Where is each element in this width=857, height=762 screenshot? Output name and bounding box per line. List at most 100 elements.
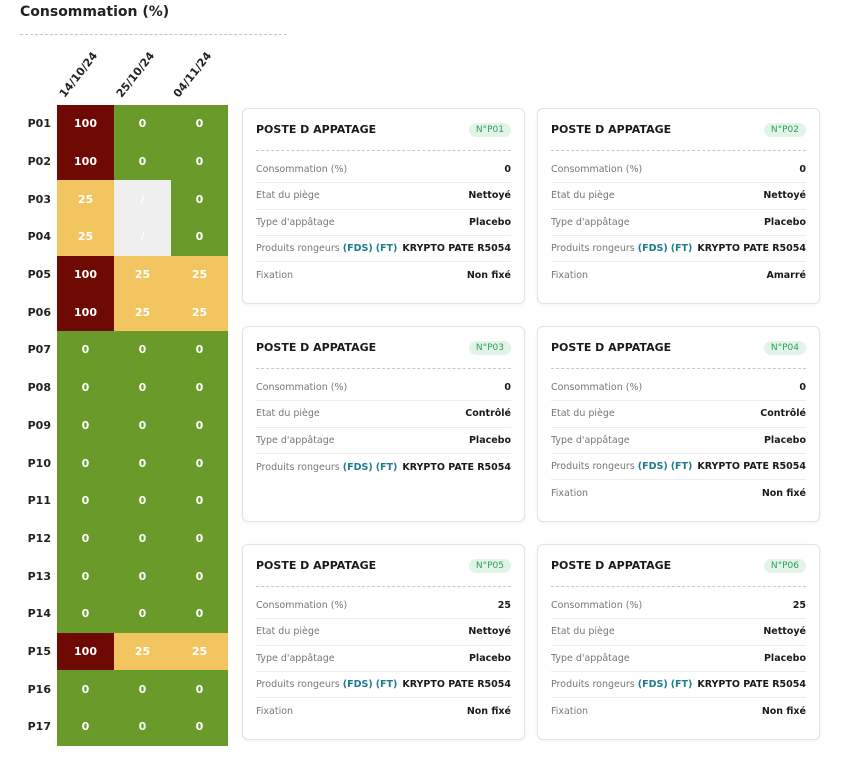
- title-divider: [20, 34, 287, 35]
- grid-row: P06 100 25 25: [0, 293, 230, 332]
- date-header: 04/11/24: [171, 49, 228, 104]
- consumption-cell: 25: [171, 255, 228, 294]
- consumption-cell: 0: [57, 368, 114, 407]
- consumption-cell: 0: [114, 331, 171, 369]
- consumption-cell: 0: [171, 481, 228, 520]
- ft-link[interactable]: (FT): [375, 243, 398, 255]
- station-badge: N°P01: [468, 122, 511, 137]
- ft-link[interactable]: (FT): [670, 461, 693, 473]
- trap-state-row: Etat du piège Nettoyé: [256, 619, 511, 646]
- trap-state-row: Etat du piège Nettoyé: [551, 619, 806, 646]
- station-badge: N°P06: [763, 558, 806, 573]
- consumption-cell: 100: [57, 255, 114, 294]
- consumption-row: Consommation (%) 0: [551, 157, 806, 184]
- card-title: POSTE D APPATAGE: [256, 559, 377, 572]
- consumption-cell: 0: [114, 105, 171, 143]
- bait-station-card[interactable]: POSTE D APPATAGE N°P04 Consommation (%) 0…: [537, 326, 820, 522]
- card-title: POSTE D APPATAGE: [551, 341, 672, 354]
- consumption-cell: 25: [114, 293, 171, 332]
- station-label: P11: [27, 494, 51, 508]
- consumption-cell: /: [114, 180, 171, 219]
- fixation-row: Fixation Non fixé: [551, 705, 806, 717]
- bait-type-row: Type d'appâtage Placebo: [256, 210, 511, 236]
- date-label: 14/10/24: [56, 49, 101, 100]
- grid-row: P01 100 0 0: [0, 105, 230, 143]
- ft-link[interactable]: (FT): [375, 461, 398, 473]
- station-label: P06: [27, 305, 51, 319]
- consumption-cell: 0: [57, 557, 114, 595]
- station-label: P10: [27, 456, 51, 470]
- fds-link[interactable]: (FDS): [342, 679, 373, 691]
- ft-link[interactable]: (FT): [670, 243, 693, 255]
- card-title: POSTE D APPATAGE: [256, 341, 377, 354]
- consumption-cell: 25: [114, 255, 171, 294]
- grid-row: P08 0 0 0: [0, 368, 230, 407]
- bait-type-row: Type d'appâtage Placebo: [256, 428, 511, 454]
- grid-row: P04 25/0: [0, 218, 230, 256]
- bait-type-row: Type d'appâtage Placebo: [551, 646, 806, 672]
- station-label: P12: [27, 531, 51, 545]
- station-label: P07: [27, 343, 51, 357]
- consumption-cell: 0: [114, 481, 171, 520]
- station-label: P16: [27, 682, 51, 696]
- bait-type-row: Type d'appâtage Placebo: [256, 646, 511, 672]
- consumption-cell: 25: [57, 180, 114, 219]
- consumption-cell: 0: [171, 406, 228, 445]
- grid-row: P16 0 0 0: [0, 670, 230, 708]
- products-row: Produits rongeurs (FDS) (FT) KRYPTO PATE …: [256, 672, 511, 699]
- consumption-row: Consommation (%) 25: [551, 593, 806, 620]
- bait-station-card[interactable]: POSTE D APPATAGE N°P05 Consommation (%) 2…: [242, 544, 525, 740]
- bait-station-card[interactable]: POSTE D APPATAGE N°P01 Consommation (%) 0…: [242, 108, 525, 304]
- bait-station-card[interactable]: POSTE D APPATAGE N°P03 Consommation (%) 0…: [242, 326, 525, 522]
- grid-row: P14 0 0 0: [0, 594, 230, 633]
- fds-link[interactable]: (FDS): [342, 243, 373, 255]
- consumption-cell: 0: [171, 708, 228, 746]
- bait-station-card[interactable]: POSTE D APPATAGE N°P06 Consommation (%) 2…: [537, 544, 820, 740]
- consumption-cell: 0: [171, 218, 228, 256]
- fixation-row: Fixation Non fixé: [256, 705, 511, 717]
- station-label: P13: [27, 569, 51, 583]
- date-header: 14/10/24: [57, 49, 114, 104]
- consumption-cell: 0: [114, 670, 171, 708]
- consumption-cell: 0: [114, 368, 171, 407]
- grid-row: P03 25/0: [0, 180, 230, 219]
- fixation-row: Fixation Non fixé: [256, 269, 511, 281]
- consumption-cell: 0: [114, 444, 171, 482]
- consumption-cell: 100: [57, 105, 114, 143]
- grid-row: P02 100 0 0: [0, 142, 230, 181]
- card-title: POSTE D APPATAGE: [551, 559, 672, 572]
- consumption-cell: 0: [171, 368, 228, 407]
- grid-row: P09 0 0 0: [0, 406, 230, 445]
- consumption-cell: 0: [171, 180, 228, 219]
- products-row: Produits rongeurs (FDS) (FT) KRYPTO PATE …: [256, 461, 511, 473]
- station-label: P05: [27, 268, 51, 282]
- bait-type-row: Type d'appâtage Placebo: [551, 210, 806, 236]
- consumption-cell: 0: [171, 670, 228, 708]
- ft-link[interactable]: (FT): [375, 679, 398, 691]
- consumption-cell: 0: [57, 444, 114, 482]
- station-label: P15: [27, 644, 51, 658]
- fds-link[interactable]: (FDS): [637, 679, 668, 691]
- station-label: P08: [27, 381, 51, 395]
- page-title: Consommation (%): [20, 4, 170, 20]
- station-label: P03: [27, 192, 51, 206]
- consumption-cell: 0: [57, 708, 114, 746]
- trap-state-row: Etat du piège Nettoyé: [551, 183, 806, 210]
- bait-station-card[interactable]: POSTE D APPATAGE N°P02 Consommation (%) 0…: [537, 108, 820, 304]
- consumption-cell: 0: [57, 670, 114, 708]
- consumption-cell: /: [114, 218, 171, 256]
- fds-link[interactable]: (FDS): [342, 461, 373, 473]
- consumption-row: Consommation (%) 0: [256, 375, 511, 402]
- station-badge: N°P04: [763, 340, 806, 355]
- fds-link[interactable]: (FDS): [637, 461, 668, 473]
- consumption-cell: 0: [171, 105, 228, 143]
- consumption-cell: 0: [171, 331, 228, 369]
- consumption-cell: 0: [114, 142, 171, 181]
- products-row: Produits rongeurs (FDS) (FT) KRYPTO PATE …: [256, 236, 511, 263]
- ft-link[interactable]: (FT): [670, 679, 693, 691]
- date-label: 25/10/24: [113, 49, 158, 100]
- station-badge: N°P02: [763, 122, 806, 137]
- fds-link[interactable]: (FDS): [637, 243, 668, 255]
- grid-row: P11 0 0 0: [0, 481, 230, 520]
- fixation-row: Fixation Non fixé: [551, 487, 806, 499]
